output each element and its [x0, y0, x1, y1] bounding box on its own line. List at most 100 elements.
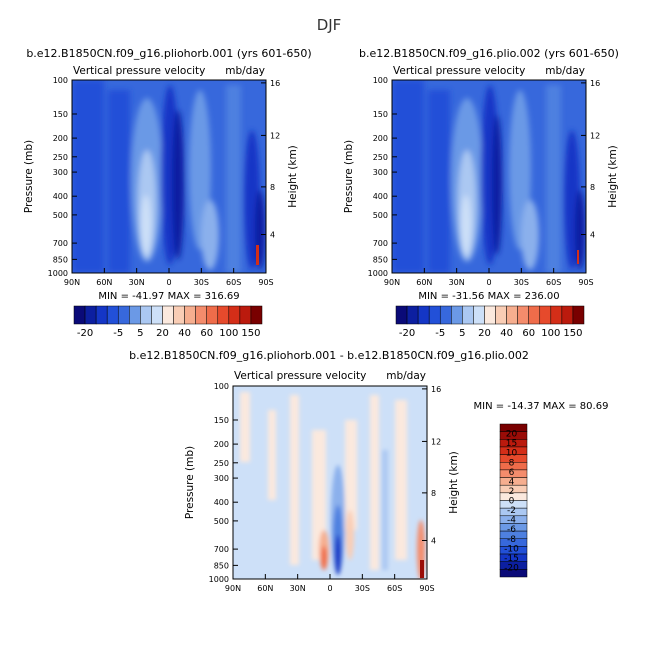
colorbar-box	[539, 305, 552, 325]
colorbar-box	[206, 305, 219, 325]
y-tick-label: 200	[373, 134, 388, 143]
y-right-axis-label: Height (km)	[448, 451, 460, 514]
x-tick-label: 60S	[546, 278, 561, 287]
x-tick-label: 90N	[384, 278, 400, 287]
panel-1-title: b.e12.B1850CN.f09_g16.pliohorb.001 (yrs …	[26, 47, 311, 60]
y-axis-label: Pressure (mb)	[23, 140, 35, 213]
panel-1-axes: 90N 60N 30N 0 30S 60S 90S 100 150 200 250 300 400 500…	[23, 76, 299, 287]
colorbar-box	[428, 305, 441, 325]
colorbar-box	[550, 305, 563, 325]
y-tick-label: 300	[214, 474, 229, 483]
colorbar-box	[439, 305, 452, 325]
colorbar-box	[499, 569, 528, 578]
colorbar-box	[140, 305, 152, 325]
panel-3-title: b.e12.B1850CN.f09_g16.pliohorb.001 - b.e…	[129, 349, 529, 362]
colorbar-label: 8	[509, 458, 515, 468]
colorbar-label: 5	[137, 328, 143, 339]
panel-2-units: mb/day	[545, 65, 585, 77]
y-tick-label: 250	[214, 459, 229, 468]
y-tick-label: 200	[214, 440, 229, 449]
colorbar-box	[417, 305, 430, 325]
y-right-tick-label: 12	[590, 131, 600, 140]
y-tick-label: 700	[373, 239, 388, 248]
y-right-tick-label: 8	[270, 183, 275, 192]
colorbar-label: 5	[459, 328, 465, 339]
colorbar-box	[473, 305, 485, 325]
panel-3-axes: 90N 60N 30N 0 30S 60S 90S 100 150 200 250 300 400 500…	[184, 382, 460, 593]
colorbar-label: -20	[504, 563, 519, 573]
colorbar-box	[184, 305, 196, 325]
y-tick-label: 700	[214, 545, 229, 554]
x-tick-label: 90S	[258, 278, 273, 287]
colorbar-box	[84, 305, 97, 325]
y-tick-label: 1000	[368, 269, 388, 278]
colorbar-box	[117, 305, 130, 325]
y-tick-label: 300	[53, 168, 68, 177]
panel-1-stats: MIN = -41.97 MAX = 316.69	[98, 291, 239, 302]
x-tick-label: 30N	[129, 278, 145, 287]
colorbar-label: -6	[507, 525, 516, 535]
colorbar-box	[173, 305, 185, 325]
y-tick-label: 150	[214, 416, 229, 425]
panel-3-subtitle: Vertical pressure velocity	[234, 370, 366, 382]
colorbar-label: 150	[563, 328, 582, 339]
colorbar-label: 100	[541, 328, 560, 339]
y-right-tick-label: 16	[431, 385, 441, 394]
colorbar-box	[462, 305, 474, 325]
panel-3-field	[233, 386, 427, 579]
colorbar-label: 40	[178, 328, 191, 339]
y-right-tick-label: 4	[590, 231, 595, 240]
y-right-tick-label: 4	[431, 537, 436, 546]
panel-2: b.e12.B1850CN.f09_g16.plio.002 (yrs 601-…	[343, 47, 619, 339]
colorbar-box	[217, 305, 230, 325]
x-tick-label: 0	[327, 584, 332, 593]
panel-1-field	[72, 80, 266, 273]
colorbar-box	[506, 305, 518, 325]
y-tick-label: 850	[373, 255, 388, 264]
colorbar-box	[250, 305, 263, 325]
x-tick-label: 30S	[514, 278, 529, 287]
x-tick-label: 60N	[257, 584, 273, 593]
y-axis-label: Pressure (mb)	[343, 140, 355, 213]
colorbar-box	[228, 305, 241, 325]
colorbar-label: 60	[200, 328, 213, 339]
colorbar-box	[517, 305, 529, 325]
y-tick-label: 150	[53, 110, 68, 119]
y-right-tick-label: 8	[431, 489, 436, 498]
y-right-tick-label: 16	[270, 79, 280, 88]
colorbar-label: 4	[509, 477, 515, 487]
y-right-tick-label: 4	[270, 231, 275, 240]
y-tick-label: 1000	[48, 269, 68, 278]
colorbar-box	[395, 305, 408, 325]
x-tick-label: 30S	[194, 278, 209, 287]
y-axis-label: Pressure (mb)	[184, 446, 196, 519]
colorbar-box	[561, 305, 574, 325]
colorbar-box	[239, 305, 252, 325]
panel-2-colorbar: -20 -5 5 20 40 60 100 150	[395, 305, 585, 339]
x-tick-label: 30S	[355, 584, 370, 593]
y-tick-label: 400	[214, 498, 229, 507]
colorbar-box	[406, 305, 419, 325]
colorbar-label: 100	[219, 328, 238, 339]
colorbar-label: -2	[507, 506, 516, 516]
x-tick-label: 0	[486, 278, 491, 287]
x-tick-label: 90S	[578, 278, 593, 287]
x-tick-label: 0	[166, 278, 171, 287]
colorbar-label: 150	[241, 328, 260, 339]
colorbar-box	[572, 305, 585, 325]
colorbar-label: -20	[399, 328, 415, 339]
colorbar-label: -8	[507, 535, 516, 545]
y-tick-label: 400	[53, 192, 68, 201]
y-tick-label: 250	[373, 153, 388, 162]
page-title: DJF	[317, 16, 342, 34]
colorbar-label: 15	[506, 439, 517, 449]
x-tick-label: 90S	[419, 584, 434, 593]
y-right-axis-label: Height (km)	[287, 145, 299, 208]
panel-3: b.e12.B1850CN.f09_g16.pliohorb.001 - b.e…	[129, 349, 608, 593]
panel-1-subtitle: Vertical pressure velocity	[73, 65, 205, 77]
colorbar-label: 20	[478, 328, 491, 339]
colorbar-box	[528, 305, 541, 325]
colorbar-label: 20	[156, 328, 169, 339]
